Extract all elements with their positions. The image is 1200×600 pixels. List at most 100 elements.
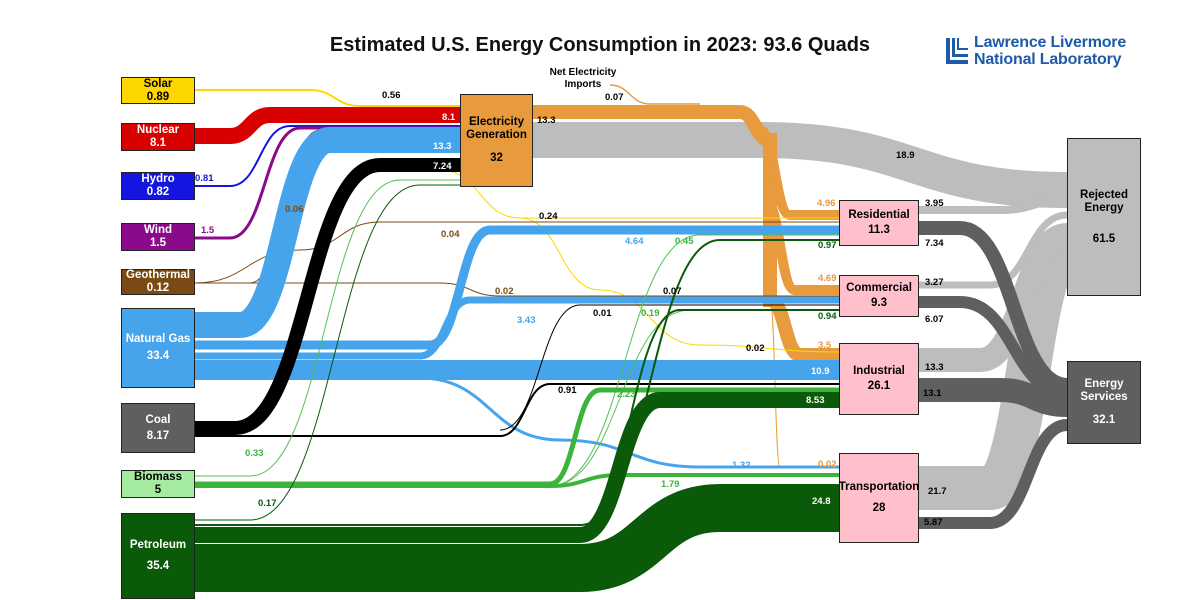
flow-value-label: 0.02 xyxy=(818,459,837,470)
node-coal-name: Coal xyxy=(145,413,171,426)
node-petroleum-name: Petroleum xyxy=(129,539,187,551)
flow-value-label: 0.02 xyxy=(746,343,765,354)
flow-trans-services xyxy=(919,419,1068,529)
node-rejected-value: 61.5 xyxy=(1092,232,1116,245)
node-hydro-value: 0.82 xyxy=(146,186,170,198)
node-geothermal-value: 0.12 xyxy=(146,282,170,294)
node-coal: Coal 8.17 xyxy=(121,403,195,453)
node-natural-gas-name: Natural Gas xyxy=(125,333,191,345)
flow-value-label: 8.1 xyxy=(442,112,456,123)
flow-bio-elec xyxy=(195,179,460,477)
flow-value-label: 3.43 xyxy=(517,315,536,326)
flow-value-label: 18.9 xyxy=(896,150,915,161)
node-commercial-name: Commercial xyxy=(846,282,912,294)
flow-value-label: 7.34 xyxy=(925,238,944,249)
diagram-title: Estimated U.S. Energy Consumption in 202… xyxy=(329,34,871,56)
llnl-logo-text: Lawrence Livermore National Laboratory xyxy=(974,34,1126,68)
flow-bio-ind xyxy=(195,387,839,487)
flow-value-label: 1.5 xyxy=(201,225,215,236)
node-geothermal: Geothermal 0.12 xyxy=(121,269,195,295)
flow-elec-commercial xyxy=(762,195,839,295)
flow-bio-res xyxy=(195,234,839,487)
node-residential-name: Residential xyxy=(848,209,910,221)
flow-value-label: 3.27 xyxy=(925,277,944,288)
flow-hydro-elec xyxy=(195,125,460,187)
node-nuclear: Nuclear 8.1 xyxy=(121,123,195,151)
node-coal-value: 8.17 xyxy=(146,429,170,442)
flow-geo-com xyxy=(195,282,839,297)
flow-value-label: 0.91 xyxy=(558,385,577,396)
flow-coal-com xyxy=(499,304,839,431)
node-geothermal-name: Geothermal xyxy=(126,269,190,281)
flow-value-label: 4.69 xyxy=(818,273,837,284)
flow-value-label: 13.3 xyxy=(433,141,452,152)
flow-com-rejected xyxy=(919,211,1068,289)
flow-value-label: 13.1 xyxy=(923,388,942,399)
flow-ind-services xyxy=(919,378,1068,417)
flow-coal-ind xyxy=(195,383,839,437)
flow-value-label: 3.5 xyxy=(818,340,832,351)
flow-pet-elec xyxy=(195,184,460,521)
node-commercial: Commercial 9.3 xyxy=(839,275,919,317)
node-natural-gas-value: 33.4 xyxy=(146,350,170,362)
flow-value-label: 6.07 xyxy=(925,314,944,325)
node-industrial: Industrial 26.1 xyxy=(839,343,919,415)
flow-value-label: 0.01 xyxy=(593,308,612,319)
node-commercial-value: 9.3 xyxy=(871,297,887,309)
flow-solar-ind xyxy=(519,217,840,353)
node-services-value: 32.1 xyxy=(1092,414,1116,426)
node-nuclear-name: Nuclear xyxy=(136,124,180,136)
node-petroleum: Petroleum 35.4 xyxy=(121,513,195,599)
flow-solar-elec xyxy=(195,89,460,107)
flow-value-label: 1.32 xyxy=(732,460,751,471)
node-services-name: Energy Services xyxy=(1080,378,1128,403)
flow-ind-rejected xyxy=(919,223,1070,372)
flow-value-label: 7.24 xyxy=(433,161,452,172)
flow-value-label: 0.56 xyxy=(382,90,401,101)
node-biomass: Biomass 5 xyxy=(121,470,195,498)
flow-value-label: 0.97 xyxy=(818,240,837,251)
node-industrial-value: 26.1 xyxy=(867,380,891,392)
node-biomass-name: Biomass xyxy=(134,471,182,483)
node-wind: Wind 1.5 xyxy=(121,223,195,251)
node-hydro-name: Hydro xyxy=(141,173,175,185)
node-electricity-value: 32 xyxy=(490,152,503,164)
flow-solar-res xyxy=(439,169,839,219)
node-natural-gas: Natural Gas 33.4 xyxy=(121,308,195,388)
flow-value-label: 2.23 xyxy=(617,389,636,400)
flow-value-label: 5.87 xyxy=(924,517,943,528)
node-residential: Residential 11.3 xyxy=(839,200,919,246)
node-hydro: Hydro 0.82 xyxy=(121,172,195,200)
flow-net-imports xyxy=(609,84,700,105)
flow-elec-residential xyxy=(757,125,839,220)
node-solar-name: Solar xyxy=(143,77,173,90)
node-nuclear-value: 8.1 xyxy=(150,137,166,149)
flow-value-label: 0.19 xyxy=(641,308,660,319)
node-wind-value: 1.5 xyxy=(150,237,166,249)
flow-value-label: 0.07 xyxy=(663,286,682,297)
flow-value-label: 21.7 xyxy=(928,486,947,497)
flow-gas-trans xyxy=(195,376,839,469)
node-electricity-name: Electricity Generation xyxy=(466,116,527,141)
flow-bio-com xyxy=(195,309,839,487)
flow-value-label: 0.17 xyxy=(258,498,277,509)
flow-com-services xyxy=(919,296,1068,399)
node-industrial-name: Industrial xyxy=(853,365,905,377)
flow-value-label: 4.64 xyxy=(625,236,644,247)
flow-pet-trans xyxy=(195,484,839,592)
flow-value-label: 0.94 xyxy=(818,311,837,322)
flow-value-label: 3.95 xyxy=(925,198,944,209)
node-residential-value: 11.3 xyxy=(868,224,890,236)
llnl-logo-icon xyxy=(946,38,968,64)
flow-trans-rejected xyxy=(919,228,1078,510)
flow-gas-com xyxy=(195,296,839,360)
node-transportation-value: 28 xyxy=(872,502,886,514)
node-transportation-name: Transportation xyxy=(838,481,920,493)
flow-value-label: 4.96 xyxy=(817,198,836,209)
net-imports-label: Net Electricity Imports xyxy=(549,67,617,90)
flow-value-label: 13.3 xyxy=(925,362,944,373)
flow-value-label: 0.04 xyxy=(441,229,460,240)
flow-value-label: 0.81 xyxy=(195,173,214,184)
flow-value-label: 1.79 xyxy=(661,479,680,490)
